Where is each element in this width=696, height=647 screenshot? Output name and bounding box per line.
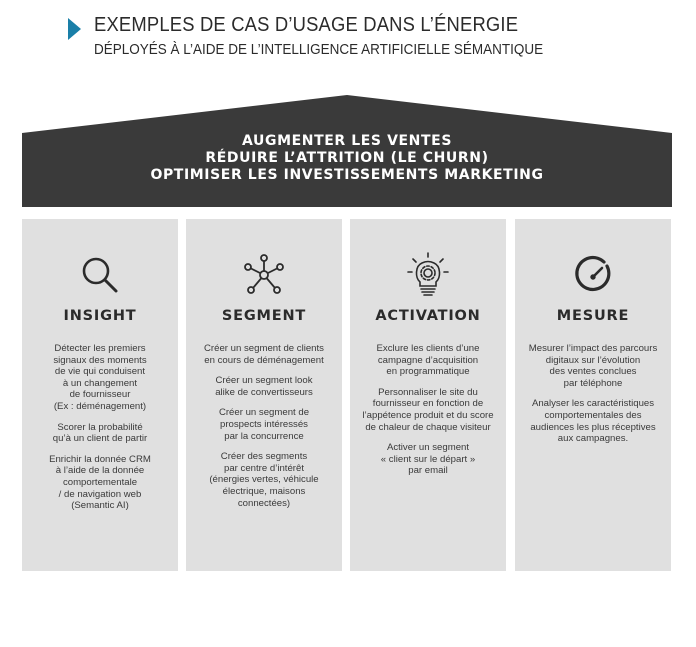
pillar-text-line: de chaleur de chaque visiteur — [365, 421, 491, 433]
roof-goal-line: AUGMENTER LES VENTES — [242, 133, 452, 149]
gauge-icon — [575, 255, 611, 292]
roof-goal-line: OPTIMISER LES INVESTISSEMENTS MARKETING — [150, 167, 544, 183]
pillars: INSIGHT Détecter les premiers signaux de… — [22, 219, 672, 571]
roof-banner: AUGMENTER LES VENTES RÉDUIRE L’ATTRITION… — [22, 95, 672, 207]
pillar-text-line: par la concurrence — [224, 430, 304, 442]
pillar-text-line: en cours de déménagement — [204, 354, 324, 366]
pillar-paragraph: Activer un segment « client sur le dépar… — [352, 442, 504, 477]
pillar-text-line: de vie qui conduisent — [54, 366, 146, 378]
pillar-text-line: de fournisseur — [69, 389, 131, 401]
pillar-text-line: « client sur le départ » — [380, 453, 476, 465]
pillar-body: Exclure les clients d’une campagne d’acq… — [352, 343, 504, 486]
pillar-text-line: / de navigation web — [58, 488, 142, 500]
pillar-text-line: à un changement — [62, 377, 138, 389]
pillar-text-line: Créer un segment de — [218, 407, 310, 419]
pillar-text-line: comportementale — [62, 476, 138, 488]
roof-shape — [22, 95, 672, 207]
pillar-text-line: Créer un segment look — [215, 375, 313, 387]
pillar-text-line: prospects intéressés — [220, 418, 308, 430]
magnifier-icon — [82, 257, 118, 293]
pillar-paragraph: Scorer la probabilité qu’à un client de … — [28, 422, 172, 445]
pillar-title: INSIGHT — [63, 308, 137, 324]
pillar-text-line: audiences les plus réceptives — [530, 421, 656, 433]
pillar-text-line: Exclure les clients d’une — [376, 343, 480, 354]
page-title: EXEMPLES DE CAS D’USAGE DANS L’ÉNERGIE — [94, 14, 519, 36]
pillar-text-line: en programmatique — [386, 366, 470, 378]
pillar-text-line: (Ex : déménagement) — [53, 400, 147, 412]
pillar-text-line: signaux des moments — [53, 354, 147, 366]
pillar-paragraph: Détecter les premiers signaux des moment… — [28, 343, 172, 413]
pillar-text-line: l’appétence produit et du score — [362, 409, 494, 421]
pillar-paragraph: Créer un segment look alike de convertis… — [188, 375, 340, 398]
pillar-text-line: Enrichir la donnée CRM — [49, 453, 151, 465]
pillar-title: ACTIVATION — [375, 308, 481, 324]
pillar-text-line: campagne d’acquisition — [377, 354, 479, 366]
pillar-text-line: à l’aide de la donnée — [55, 465, 145, 477]
lightbulb-gear-icon — [407, 252, 449, 296]
pillar-text-line: fournisseur en fonction de — [372, 398, 484, 410]
network-nodes-icon — [244, 254, 284, 294]
pillar-text-line: électrique, maisons — [222, 485, 306, 497]
pillar-text-line: digitaux sur l’évolution — [545, 354, 641, 366]
pillar-text-line: aux campagnes. — [557, 433, 629, 445]
pillar-text-line: Personnaliser le site du — [378, 386, 478, 398]
pillar-text-line: alike de convertisseurs — [215, 386, 313, 398]
roof-goals: AUGMENTER LES VENTES RÉDUIRE L’ATTRITION… — [22, 133, 672, 184]
pillar-segment: SEGMENT Créer un segment de clients en c… — [186, 219, 342, 571]
pillar-text-line: qu’à un client de partir — [52, 433, 148, 445]
pillar-body: Créer un segment de clients en cours de … — [188, 343, 340, 518]
pillar-text-line: des ventes conclues — [549, 366, 637, 378]
pillar-paragraph: Enrichir la donnée CRM à l’aide de la do… — [28, 454, 172, 512]
pillar-text-line: comportementales des — [544, 409, 642, 421]
pillar-paragraph: Personnaliser le site du fournisseur en … — [352, 387, 504, 433]
pillar-paragraph: Créer un segment de clients en cours de … — [188, 343, 340, 366]
pillar-text-line: (Semantic AI) — [71, 500, 129, 512]
pillar-text-line: Scorer la probabilité — [57, 421, 143, 433]
pillar-text-line: Mesurer l’impact des parcours — [528, 343, 658, 354]
pillar-paragraph: Analyser les caractéristiques comporteme… — [517, 398, 669, 444]
pillar-text-line: par centre d’intérêt — [224, 462, 304, 474]
pillar-text-line: Analyser les caractéristiques — [531, 398, 655, 410]
pillar-text-line: Créer des segments — [220, 451, 308, 463]
pillar-mesure: MESURE Mesurer l’impact des parcours dig… — [515, 219, 671, 571]
pillar-text-line: par email — [408, 465, 448, 477]
pillar-paragraph: Exclure les clients d’une campagne d’acq… — [352, 343, 504, 378]
pillar-insight: INSIGHT Détecter les premiers signaux de… — [22, 219, 178, 571]
pillar-paragraph: Mesurer l’impact des parcours digitaux s… — [517, 343, 669, 389]
pillar-text-line: Activer un segment — [386, 442, 470, 454]
roof-goal-line: RÉDUIRE L’ATTRITION (LE CHURN) — [205, 150, 489, 166]
pillar-paragraph: Créer des segments par centre d’intérêt … — [188, 451, 340, 509]
pillar-paragraph: Créer un segment de prospects intéressés… — [188, 407, 340, 442]
page-subtitle: DÉPLOYÉS À L’AIDE DE L’INTELLIGENCE ARTI… — [94, 41, 544, 58]
play-arrow-icon — [68, 18, 81, 40]
pillar-text-line: Détecter les premiers — [54, 343, 146, 354]
pillar-text-line: (énergies vertes, véhicule — [209, 474, 319, 486]
pillar-body: Détecter les premiers signaux des moment… — [28, 343, 172, 521]
pillar-title: SEGMENT — [221, 308, 307, 324]
pillar-title: MESURE — [556, 308, 630, 324]
pillar-body: Mesurer l’impact des parcours digitaux s… — [517, 343, 669, 454]
pillar-activation: ACTIVATION Exclure les clients d’une cam… — [350, 219, 506, 571]
pillar-text-line: par téléphone — [563, 377, 623, 389]
pillar-text-line: Créer un segment de clients — [204, 343, 324, 354]
pillar-text-line: connectées) — [237, 497, 291, 509]
